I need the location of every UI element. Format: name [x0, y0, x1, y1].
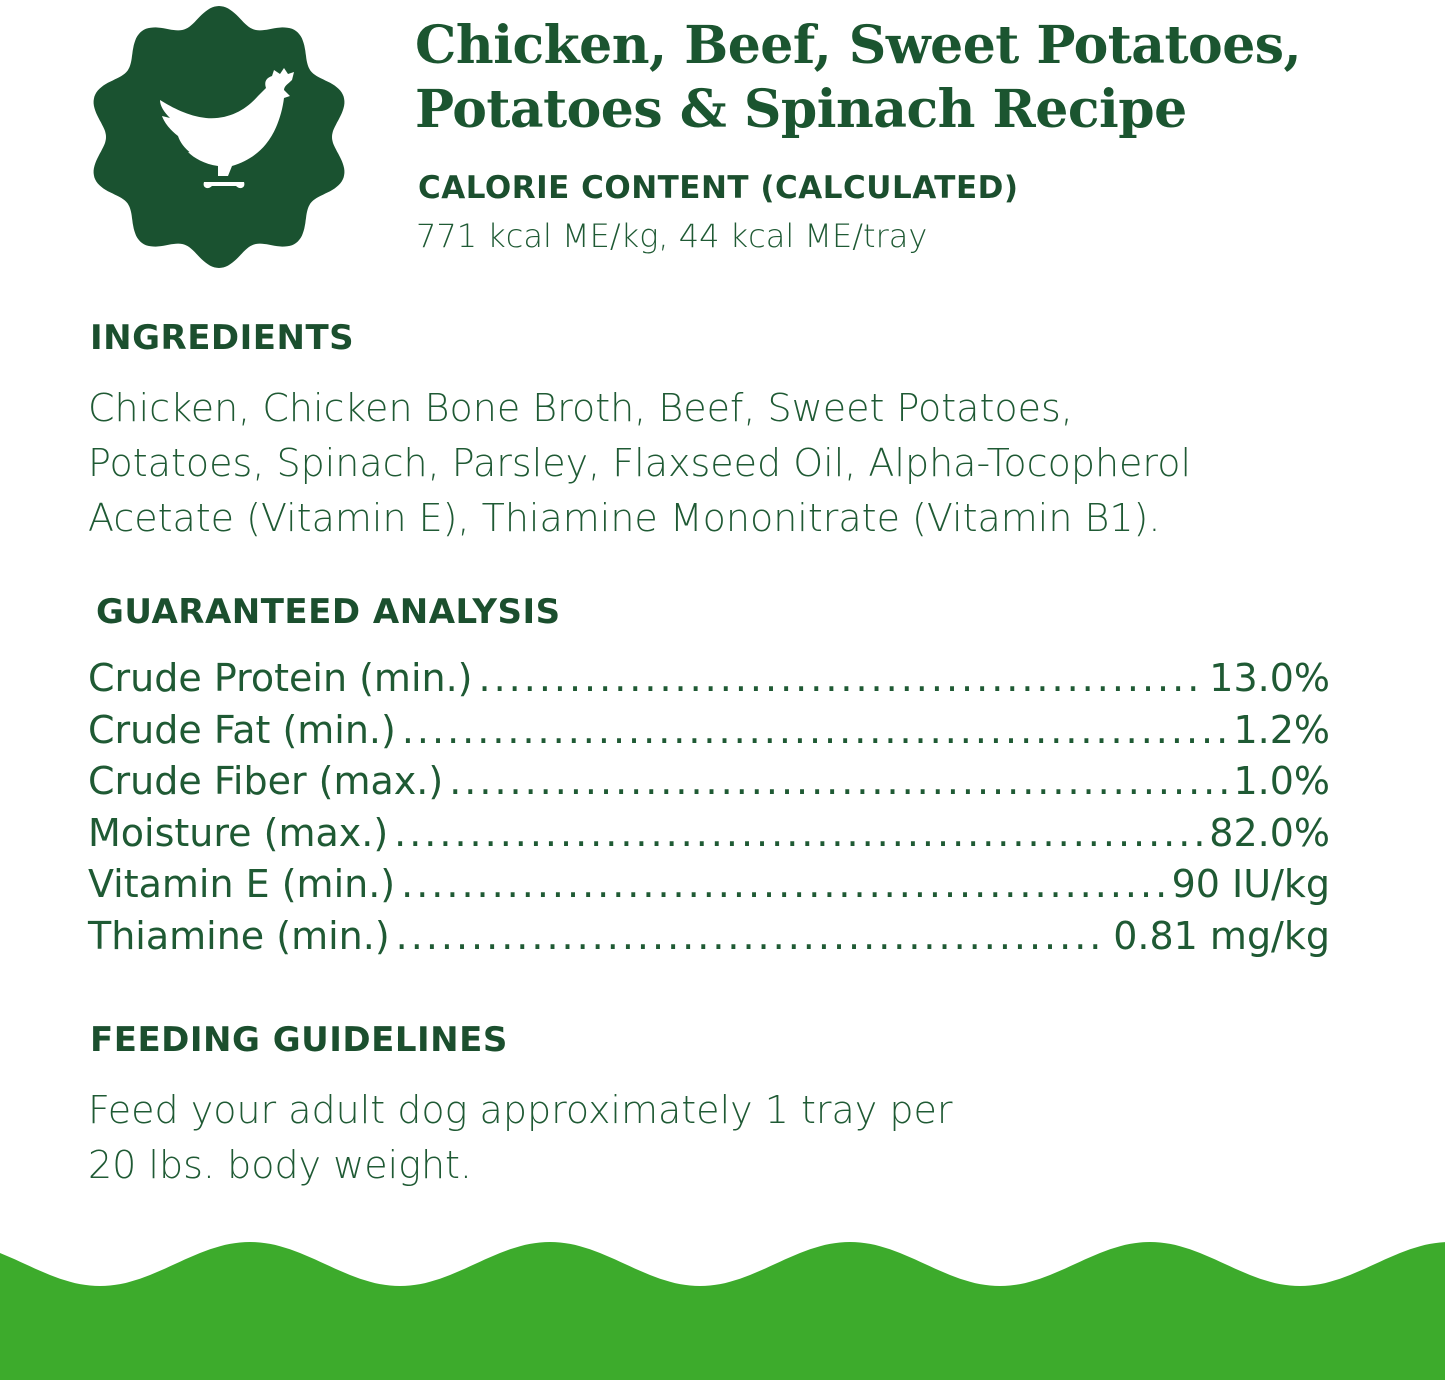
row-value: 1.2% — [1233, 707, 1330, 752]
row-label: Crude Fiber (max.) — [88, 759, 444, 803]
feeding-heading: FEEDING GUIDELINES — [90, 1020, 508, 1060]
dot-leader — [402, 708, 1228, 752]
title-line: Chicken, Beef, Sweet Potatoes, — [415, 15, 1302, 76]
wave-shape — [0, 1242, 1445, 1380]
analysis-table: Crude Protein (min.) 13.0% Crude Fat (min… — [88, 656, 1330, 965]
analysis-row: Moisture (max.) 82.0% — [88, 811, 1330, 863]
ingredients-line: Chicken, Chicken Bone Broth, Beef, Sweet… — [88, 386, 1073, 430]
feeding-line: Feed your adult dog approximately 1 tray… — [88, 1088, 953, 1132]
dot-leader — [401, 862, 1165, 906]
analysis-row: Vitamin E (min.) 90 IU/kg — [88, 862, 1330, 914]
dot-leader — [396, 914, 1108, 958]
row-label: Crude Fat (min.) — [88, 707, 396, 752]
row-label: Crude Protein (min.) — [88, 656, 473, 700]
dot-leader — [394, 811, 1203, 855]
row-label: Moisture (max.) — [88, 810, 389, 855]
calorie-heading: CALORIE CONTENT (CALCULATED) — [418, 170, 1019, 206]
dot-leader — [449, 759, 1227, 803]
row-label: Vitamin E (min.) — [88, 862, 396, 906]
recipe-title: Chicken, Beef, Sweet Potatoes, Potatoes … — [415, 14, 1302, 142]
ingredients-text: Chicken, Chicken Bone Broth, Beef, Sweet… — [88, 381, 1191, 546]
row-value: 0.81 mg/kg — [1113, 913, 1330, 958]
ingredients-heading: INGREDIENTS — [90, 318, 355, 358]
row-value: 90 IU/kg — [1171, 862, 1330, 906]
ingredients-line: Acetate (Vitamin E), Thiamine Mononitrat… — [88, 496, 1161, 540]
ingredients-line: Potatoes, Spinach, Parsley, Flaxseed Oil… — [88, 441, 1192, 485]
analysis-row: Crude Fat (min.) 1.2% — [88, 708, 1330, 760]
row-label: Thiamine (min.) — [88, 913, 390, 958]
calorie-value: 771 kcal ME/kg, 44 kcal ME/tray — [416, 217, 928, 255]
dot-leader — [479, 656, 1204, 700]
row-value: 13.0% — [1209, 656, 1330, 700]
decorative-wave — [0, 1242, 1445, 1380]
feeding-text: Feed your adult dog approximately 1 tray… — [88, 1083, 952, 1193]
row-value: 82.0% — [1209, 810, 1330, 855]
chicken-badge — [93, 6, 345, 268]
title-line: Potatoes & Spinach Recipe — [415, 79, 1187, 140]
analysis-row: Thiamine (min.) 0.81 mg/kg — [88, 914, 1330, 966]
chicken-icon — [160, 68, 294, 189]
analysis-row: Crude Fiber (max.) 1.0% — [88, 759, 1330, 811]
analysis-row: Crude Protein (min.) 13.0% — [88, 656, 1330, 708]
row-value: 1.0% — [1233, 759, 1330, 803]
feeding-line: 20 lbs. body weight. — [88, 1143, 473, 1187]
analysis-heading: GUARANTEED ANALYSIS — [96, 592, 561, 632]
